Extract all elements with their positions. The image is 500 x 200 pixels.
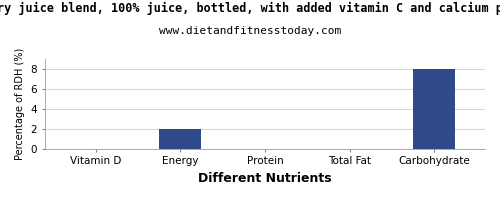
Bar xyxy=(413,69,456,149)
Text: www.dietandfitnesstoday.com: www.dietandfitnesstoday.com xyxy=(159,26,341,36)
Text: ry juice blend, 100% juice, bottled, with added vitamin C and calcium p: ry juice blend, 100% juice, bottled, wit… xyxy=(0,2,500,15)
X-axis label: Different Nutrients: Different Nutrients xyxy=(198,172,332,185)
Y-axis label: Percentage of RDH (%): Percentage of RDH (%) xyxy=(15,48,25,160)
Bar xyxy=(159,129,202,149)
